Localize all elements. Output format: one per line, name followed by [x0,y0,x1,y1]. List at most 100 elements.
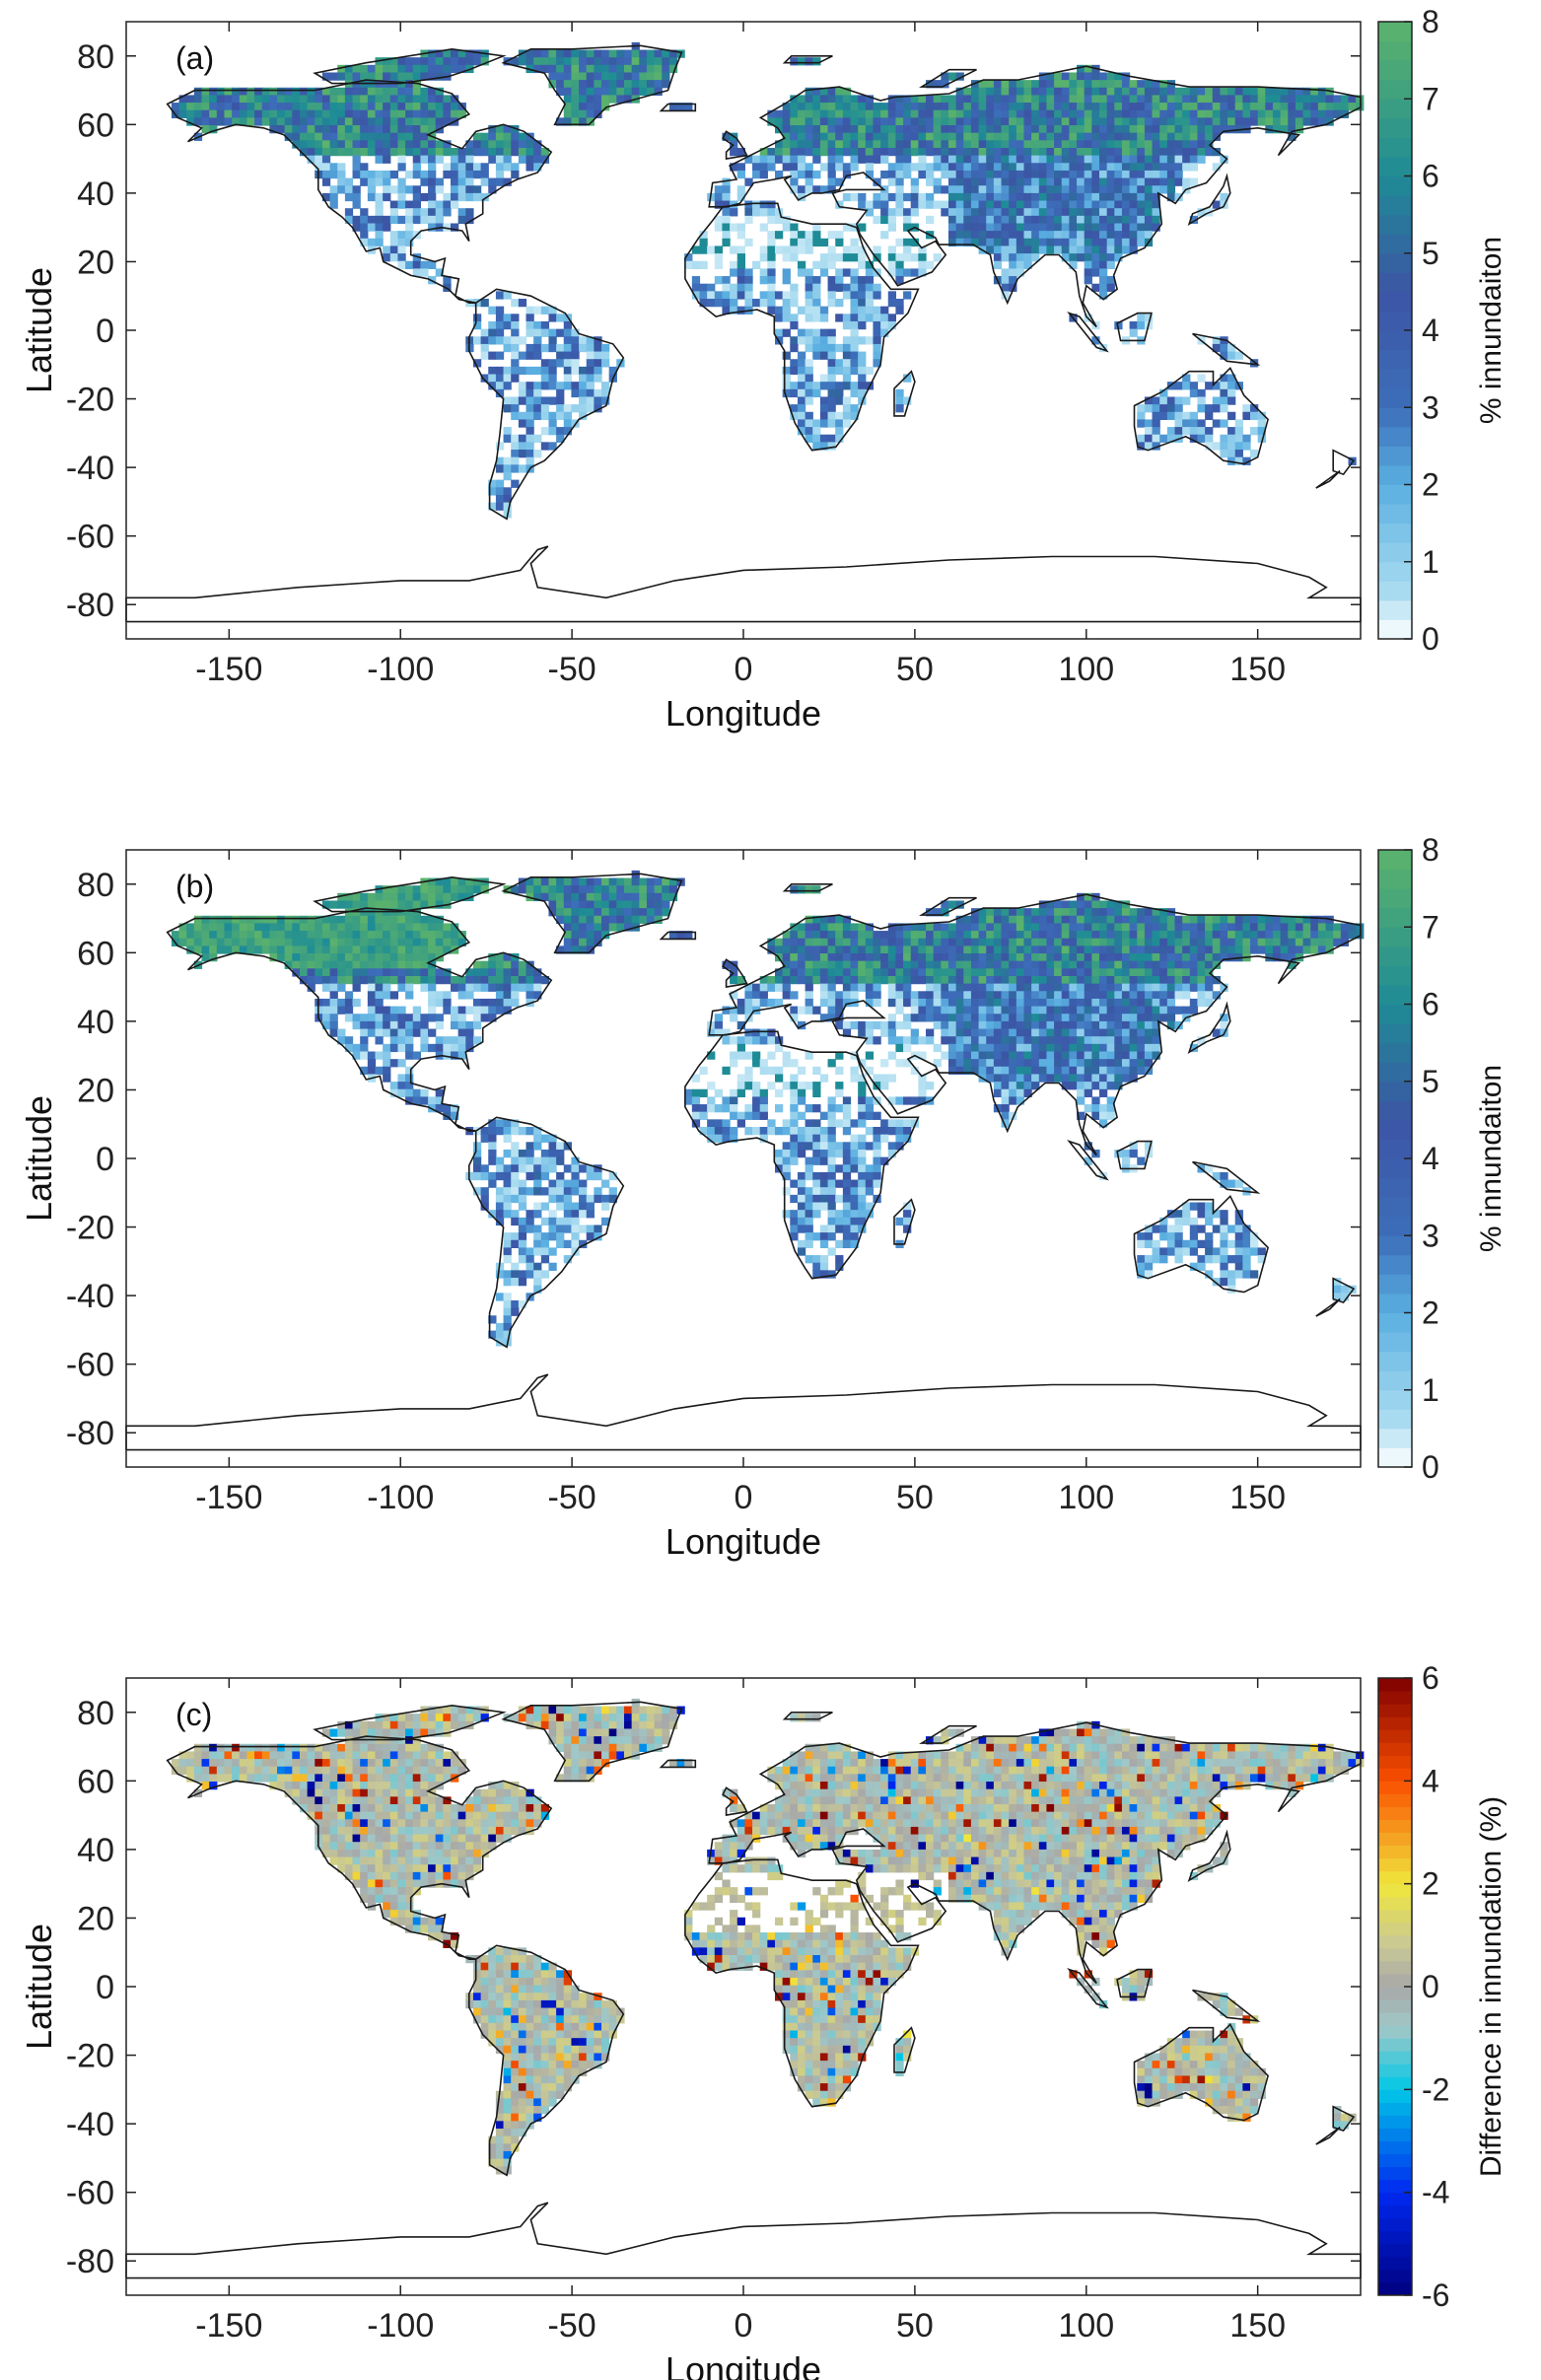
coastline [166,907,553,1132]
coastline [1133,366,1269,465]
coastline [1192,1160,1261,1194]
coastline [722,1786,748,1817]
y-tick-label: 80 [77,867,114,904]
x-tick-label: -150 [195,2307,262,2345]
colorbar-tick-label: 0 [1422,1449,1439,1485]
map-chart-c: -150 -100 -50 0 50 100 150806040200-20-40-60-8… [19,1660,1507,2380]
colorbar-tick-label: 1 [1422,1372,1439,1408]
map-area: -150 -100 -50 0 50 100 150 80 60 40 20 0 -20 -40 -60 -8… [19,21,1365,734]
x-tick-label: -100 [367,651,434,688]
coastline [166,1735,553,1960]
y-tick-label: -80 [66,1415,114,1452]
x-axis-label: Longitude [665,693,821,734]
coastline [501,873,683,954]
coastline [708,893,1362,1156]
x-axis-label: Longitude [665,2349,821,2380]
coastlines [125,873,1362,1451]
coastline [1315,2126,1341,2145]
colorbar-tick-label: 5 [1422,236,1439,271]
coastline [1187,173,1231,226]
y-axis-label: Latitude [19,267,59,393]
coastline [659,1759,697,1769]
y-tick-label: 80 [77,38,114,76]
coastline [1332,2105,1356,2133]
coastline [1315,469,1341,489]
x-tick-label: 100 [1058,1479,1114,1516]
colorbar: 8 7 6 5 4 3 2 1 0 % innundaiton [1377,4,1507,657]
inundation-field [171,870,1365,1347]
colorbar-tick-label: 4 [1422,1141,1439,1176]
coastline [1067,311,1109,353]
panel-label: (a) [175,40,214,76]
colorbar-tick-label: 6 [1422,987,1439,1022]
coastline [659,931,697,941]
y-tick-label: 40 [77,1004,114,1041]
y-tick-label: -80 [66,2243,114,2280]
y-tick-label: -60 [66,519,114,556]
colorbar-tick-label: 8 [1422,4,1439,39]
colorbar-tick-label: -6 [1422,2277,1449,2313]
x-tick-label: -150 [195,651,262,688]
coastline [501,1701,683,1783]
y-tick-label: -20 [66,2038,114,2075]
y-tick-label: 0 [96,1969,114,2006]
x-tick-label: -100 [367,2307,434,2345]
antarctica-coast [125,2202,1362,2279]
y-tick-label: 0 [96,1141,114,1178]
colorbar-label: % innundaiton [1475,237,1507,424]
colorbar-label: Difference in innundation (%) [1475,1796,1507,2177]
x-tick-label: -50 [548,2307,596,2345]
coastline [313,1704,507,1741]
y-tick-label: -60 [66,1347,114,1384]
y-tick-label: 80 [77,1695,114,1732]
map-panel-c: -150 -100 -50 0 50 100 150 80 60 40 20 0 -20 -40 -60 -8… [0,1656,1541,2380]
x-tick-label: 150 [1229,2307,1286,2345]
coastline [1192,1989,1261,2022]
coastline [722,130,748,161]
coastline [684,1030,920,1280]
x-tick-label: 100 [1058,2307,1114,2345]
colorbar-tick-label: 0 [1422,621,1439,657]
coastline [684,202,920,452]
coastline [782,55,833,64]
coastline [1116,1968,1153,1998]
colorbar-tick-label: 2 [1422,1295,1439,1331]
coastline [468,1944,625,2177]
coastline [313,875,507,913]
colorbar-tick-label: -4 [1422,2175,1449,2210]
colorbar-tick-label: 4 [1422,1763,1439,1798]
coastline [893,1198,916,1245]
x-tick-label: 150 [1229,1479,1286,1516]
x-axis-label: Longitude [665,1521,821,1562]
colorbar-tick-label: 3 [1422,389,1439,425]
y-tick-label: 0 [96,313,114,350]
coastline [782,1712,833,1720]
colorbar: 6 4 2 0 -2 -4 -6 Difference in innundation (%) [1377,1660,1507,2313]
coastline [1067,1967,1109,2009]
coastline [1187,1001,1231,1054]
coastline [722,958,748,989]
coastline [659,103,697,112]
colorbar-tick-label: 2 [1422,467,1439,503]
colorbar-tick-label: 5 [1422,1064,1439,1099]
coastline [708,65,1362,328]
y-tick-label: -20 [66,382,114,419]
colorbar-tick-label: 2 [1422,1866,1439,1902]
map-panel-a: -150 -100 -50 0 50 100 150 80 60 40 20 0 -20 -40 -60 -8… [0,0,1541,769]
coastline [1133,2022,1269,2122]
map-panel-b: -150 -100 -50 0 50 100 150 80 60 40 20 0 -20 -40 -60 -8… [0,828,1541,1597]
y-tick-label: -40 [66,450,114,487]
y-axis-label: Latitude [19,1095,59,1222]
colorbar-tick-label: 7 [1422,909,1439,945]
colorbar: 8 7 6 5 4 3 2 1 0 % innundaiton [1377,832,1507,1485]
coastline [1067,1139,1109,1181]
x-tick-label: -100 [367,1479,434,1516]
y-tick-label: 60 [77,1763,114,1800]
x-tick-label: 150 [1229,651,1286,688]
y-tick-label: 40 [77,175,114,213]
y-tick-label: -40 [66,1278,114,1315]
colorbar-tick-label: 0 [1422,1969,1439,2004]
x-tick-label: 50 [896,2307,934,2345]
x-tick-label: 50 [896,1479,934,1516]
coastline [501,44,683,126]
